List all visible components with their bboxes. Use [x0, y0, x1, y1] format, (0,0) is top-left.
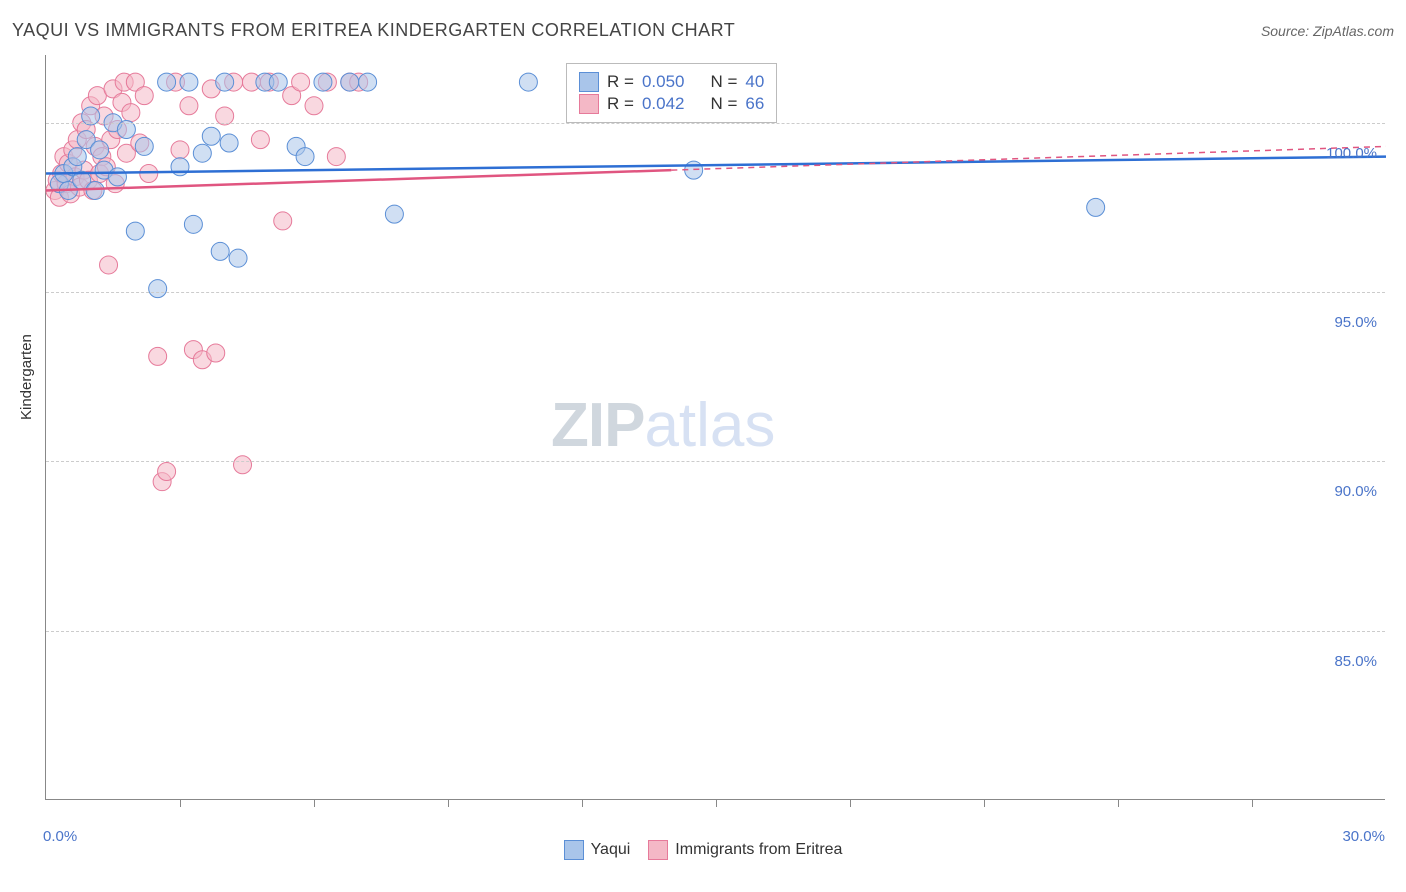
scatter-point	[251, 131, 269, 149]
legend-swatch-yaqui	[579, 72, 599, 92]
r-value-2: 0.042	[642, 94, 685, 114]
n-value-1: 40	[745, 72, 764, 92]
legend-swatch-eritrea-bottom	[648, 840, 668, 860]
n-label-2: N =	[710, 94, 737, 114]
n-value-2: 66	[745, 94, 764, 114]
scatter-point	[519, 73, 537, 91]
scatter-point	[202, 127, 220, 145]
x-tick	[850, 799, 851, 807]
trend-line	[46, 157, 1386, 174]
gridline	[46, 292, 1385, 293]
scatter-point	[171, 141, 189, 159]
y-tick-label: 90.0%	[1334, 483, 1377, 500]
scatter-point	[135, 87, 153, 105]
scatter-point	[292, 73, 310, 91]
scatter-point	[229, 249, 247, 267]
scatter-point	[216, 73, 234, 91]
gridline	[46, 123, 1385, 124]
chart-title: YAQUI VS IMMIGRANTS FROM ERITREA KINDERG…	[12, 20, 735, 41]
scatter-point	[158, 463, 176, 481]
scatter-point	[158, 73, 176, 91]
scatter-point	[135, 137, 153, 155]
scatter-point	[122, 104, 140, 122]
scatter-point	[193, 144, 211, 162]
x-tick	[582, 799, 583, 807]
scatter-point	[305, 97, 323, 115]
scatter-point	[1087, 198, 1105, 216]
stats-legend: R = 0.050 N = 40 R = 0.042 N = 66	[566, 63, 777, 123]
r-label: R =	[607, 72, 634, 92]
scatter-point	[314, 73, 332, 91]
x-tick	[1252, 799, 1253, 807]
source-name: ZipAtlas.com	[1313, 23, 1394, 39]
plot-area: ZIPatlas R = 0.050 N = 40 R = 0.042 N = …	[45, 55, 1385, 800]
scatter-point	[220, 134, 238, 152]
scatter-point	[180, 73, 198, 91]
x-tick	[314, 799, 315, 807]
x-tick	[716, 799, 717, 807]
scatter-point	[385, 205, 403, 223]
scatter-point	[184, 215, 202, 233]
r-label-2: R =	[607, 94, 634, 114]
x-tick	[1118, 799, 1119, 807]
scatter-point	[341, 73, 359, 91]
scatter-point	[327, 148, 345, 166]
chart-svg	[46, 55, 1385, 799]
scatter-point	[68, 148, 86, 166]
stats-legend-row-2: R = 0.042 N = 66	[579, 94, 764, 114]
x-tick	[448, 799, 449, 807]
stats-legend-row-1: R = 0.050 N = 40	[579, 72, 764, 92]
y-axis-label: Kindergarten	[18, 334, 35, 420]
x-tick	[180, 799, 181, 807]
legend-label-yaqui: Yaqui	[591, 841, 631, 859]
scatter-point	[86, 181, 104, 199]
scatter-point	[234, 456, 252, 474]
bottom-legend: Yaqui Immigrants from Eritrea	[0, 840, 1406, 860]
chart-header: YAQUI VS IMMIGRANTS FROM ERITREA KINDERG…	[12, 20, 1394, 41]
legend-swatch-eritrea	[579, 94, 599, 114]
legend-swatch-yaqui-bottom	[564, 840, 584, 860]
y-tick-label: 85.0%	[1334, 653, 1377, 670]
x-tick	[984, 799, 985, 807]
y-tick-label: 95.0%	[1334, 314, 1377, 331]
scatter-point	[91, 141, 109, 159]
source-prefix: Source:	[1261, 23, 1313, 39]
scatter-point	[108, 168, 126, 186]
gridline	[46, 631, 1385, 632]
legend-label-eritrea: Immigrants from Eritrea	[675, 841, 842, 859]
n-label: N =	[710, 72, 737, 92]
source-attribution: Source: ZipAtlas.com	[1261, 23, 1394, 39]
scatter-point	[149, 347, 167, 365]
scatter-point	[100, 256, 118, 274]
scatter-point	[126, 222, 144, 240]
scatter-point	[269, 73, 287, 91]
y-tick-label: 100.0%	[1326, 145, 1377, 162]
scatter-point	[211, 242, 229, 260]
scatter-point	[274, 212, 292, 230]
scatter-point	[296, 148, 314, 166]
legend-item-eritrea: Immigrants from Eritrea	[648, 840, 842, 860]
scatter-point	[359, 73, 377, 91]
scatter-point	[180, 97, 198, 115]
scatter-point	[207, 344, 225, 362]
scatter-point	[149, 280, 167, 298]
gridline	[46, 461, 1385, 462]
legend-item-yaqui: Yaqui	[564, 840, 631, 860]
r-value-1: 0.050	[642, 72, 685, 92]
